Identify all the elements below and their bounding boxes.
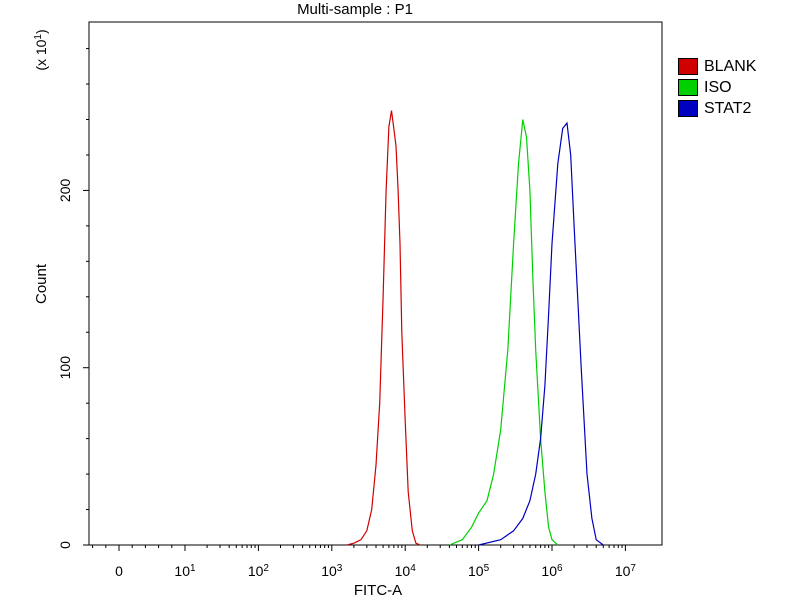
y-axis-label: Count — [33, 263, 50, 304]
x-tick-label: 104 — [395, 563, 417, 580]
legend-label-blank: BLANK — [704, 57, 757, 75]
legend-swatch-iso — [678, 79, 698, 96]
y-scale-note: (x 101) — [33, 29, 50, 70]
series-line-stat2 — [478, 121, 604, 546]
x-tick-label: 103 — [321, 563, 343, 580]
legend-item-iso: ISO — [678, 77, 756, 98]
x-tick-label: 0 — [115, 563, 123, 579]
x-tick-label: 101 — [174, 563, 196, 580]
legend-item-stat2: STAT2 — [678, 98, 756, 119]
legend-label-iso: ISO — [704, 78, 732, 96]
x-tick-label: 106 — [541, 563, 563, 580]
legend-swatch-blank — [678, 58, 698, 75]
x-axis-ticks: 0 101 102 103 104 105 106 107 — [92, 545, 637, 580]
legend-item-blank: BLANK — [678, 56, 756, 77]
legend: BLANK ISO STAT2 — [678, 56, 756, 119]
series-layer — [346, 110, 604, 546]
y-tick-label: 0 — [57, 541, 73, 549]
series-line-iso — [449, 119, 559, 546]
legend-label-stat2: STAT2 — [704, 99, 752, 117]
x-tick-label: 107 — [615, 563, 637, 580]
chart-title: Multi-sample : P1 — [297, 1, 413, 18]
y-tick-label: 200 — [57, 179, 73, 203]
series-line-blank — [346, 110, 421, 546]
x-tick-label: 102 — [248, 563, 270, 580]
x-tick-label: 105 — [468, 563, 490, 580]
y-axis-ticks: 0 100 200 — [57, 48, 89, 549]
legend-swatch-stat2 — [678, 100, 698, 117]
x-axis-label: FITC-A — [354, 582, 402, 599]
y-tick-label: 100 — [57, 356, 73, 380]
